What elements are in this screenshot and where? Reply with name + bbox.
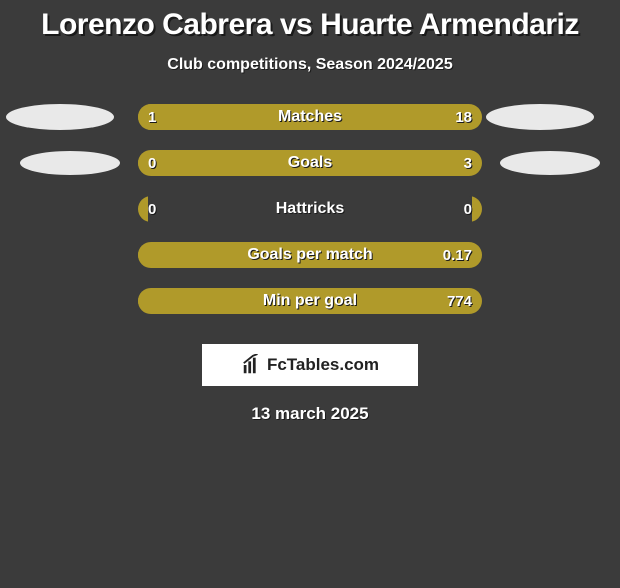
comparison-row: Min per goal774 bbox=[0, 286, 620, 332]
player-right-ellipse bbox=[500, 151, 600, 175]
stat-bar: Goals0 3 bbox=[138, 150, 482, 176]
logo-box: FcTables.com bbox=[202, 344, 418, 386]
stat-value-left: 0 bbox=[148, 150, 156, 176]
comparison-row: Hattricks0 0 bbox=[0, 194, 620, 240]
comparison-row: Goals0 3 bbox=[0, 148, 620, 194]
comparison-row: Matches1 18 bbox=[0, 102, 620, 148]
stat-value-right: 18 bbox=[455, 104, 472, 130]
comparison-rows: Matches118Goals03Hattricks00Goals per ma… bbox=[0, 102, 620, 332]
comparison-row: Goals per match0.17 bbox=[0, 240, 620, 286]
player-left-ellipse bbox=[20, 151, 120, 175]
player-right-ellipse bbox=[486, 104, 594, 130]
stat-value-right: 774 bbox=[447, 288, 472, 314]
stat-bar: Hattricks0 0 bbox=[138, 196, 482, 222]
stat-label: Matches bbox=[138, 104, 482, 130]
stat-bar: Min per goal774 bbox=[138, 288, 482, 314]
stat-value-right: 0.17 bbox=[443, 242, 472, 268]
logo-text: FcTables.com bbox=[267, 355, 379, 375]
page-title: Lorenzo Cabrera vs Huarte Armendariz bbox=[0, 8, 620, 42]
stat-label: Hattricks bbox=[138, 196, 482, 222]
date-text: 13 march 2025 bbox=[0, 404, 620, 424]
page-subtitle: Club competitions, Season 2024/2025 bbox=[0, 56, 620, 74]
stat-label: Goals bbox=[138, 150, 482, 176]
stat-label: Min per goal bbox=[138, 288, 482, 314]
stat-bar: Goals per match0.17 bbox=[138, 242, 482, 268]
stat-value-left: 0 bbox=[148, 196, 156, 222]
player-left-ellipse bbox=[6, 104, 114, 130]
bars-icon bbox=[241, 354, 263, 376]
stat-value-right: 0 bbox=[464, 196, 472, 222]
stat-value-left: 1 bbox=[148, 104, 156, 130]
stat-bar: Matches1 18 bbox=[138, 104, 482, 130]
stat-label: Goals per match bbox=[138, 242, 482, 268]
stat-value-right: 3 bbox=[464, 150, 472, 176]
